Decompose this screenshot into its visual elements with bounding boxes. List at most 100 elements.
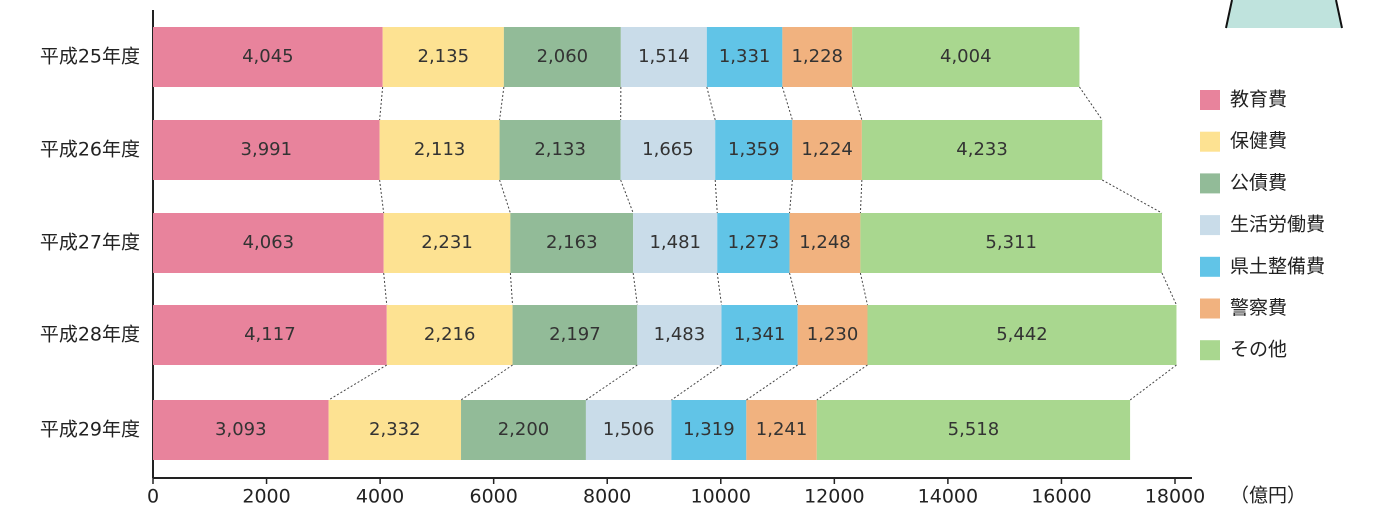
legend-label: 生活労働費 bbox=[1230, 214, 1325, 236]
connector bbox=[789, 179, 793, 214]
connector bbox=[746, 364, 798, 401]
x-tick-label: 8000 bbox=[583, 486, 631, 508]
connector bbox=[816, 364, 868, 401]
value-label: 2,163 bbox=[546, 232, 598, 253]
value-label: 2,133 bbox=[534, 139, 586, 160]
legend-swatch bbox=[1200, 298, 1220, 319]
bar-segment bbox=[816, 400, 1131, 460]
legend-swatch bbox=[1200, 256, 1220, 277]
legend-swatch bbox=[1200, 215, 1220, 236]
bar-segment bbox=[153, 120, 380, 180]
bar-segment bbox=[512, 305, 638, 365]
bar-segment bbox=[153, 305, 387, 365]
bar-segment bbox=[379, 120, 500, 180]
legend-label: 保健費 bbox=[1230, 130, 1287, 152]
bar-segment bbox=[861, 120, 1103, 180]
connector bbox=[383, 272, 388, 306]
bar-segment bbox=[510, 213, 634, 273]
bar-segment bbox=[797, 305, 868, 365]
value-label: 2,197 bbox=[549, 324, 601, 345]
y-tick-label: 平成26年度 bbox=[40, 139, 140, 161]
value-label: 5,311 bbox=[985, 232, 1037, 253]
x-tick-label: 12000 bbox=[804, 486, 864, 508]
value-label: 3,093 bbox=[215, 419, 267, 440]
connector bbox=[509, 272, 514, 306]
y-tick-label: 平成25年度 bbox=[40, 46, 140, 68]
value-label: 2,113 bbox=[414, 139, 466, 160]
value-label: 2,060 bbox=[537, 46, 589, 67]
x-tick-label: 4000 bbox=[356, 486, 404, 508]
connector bbox=[1079, 86, 1103, 121]
x-axis-unit: （億円） bbox=[1230, 485, 1306, 507]
value-label: 1,665 bbox=[642, 139, 694, 160]
bar-segment bbox=[153, 27, 383, 87]
x-tick-label: 2000 bbox=[242, 486, 290, 508]
value-label: 2,231 bbox=[421, 232, 473, 253]
value-label: 1,224 bbox=[801, 139, 853, 160]
connector bbox=[460, 364, 513, 401]
connector bbox=[499, 86, 505, 121]
bar-segment bbox=[153, 400, 329, 460]
connector bbox=[716, 272, 723, 306]
value-label: 1,359 bbox=[728, 139, 780, 160]
bar-segment bbox=[671, 400, 747, 460]
value-label: 2,200 bbox=[498, 419, 550, 440]
bar-segment bbox=[153, 213, 384, 273]
value-label: 4,117 bbox=[244, 324, 296, 345]
value-label: 5,442 bbox=[996, 324, 1048, 345]
bar-segment bbox=[503, 27, 621, 87]
bar-segment bbox=[792, 120, 862, 180]
value-label: 2,216 bbox=[424, 324, 476, 345]
value-label: 2,135 bbox=[418, 46, 470, 67]
value-label: 4,004 bbox=[940, 46, 992, 67]
connector bbox=[714, 179, 718, 214]
connector bbox=[1129, 364, 1177, 401]
bar-segment bbox=[717, 213, 790, 273]
bar-segment bbox=[620, 120, 716, 180]
bar-segment bbox=[386, 305, 513, 365]
connector bbox=[328, 364, 388, 401]
x-tick-label: 18000 bbox=[1145, 486, 1205, 508]
value-label: 4,233 bbox=[956, 139, 1008, 160]
connector bbox=[851, 86, 863, 121]
bar-segment bbox=[852, 27, 1080, 87]
connector bbox=[1101, 179, 1163, 214]
value-label: 4,063 bbox=[243, 232, 295, 253]
legend-swatch bbox=[1200, 90, 1220, 110]
bar-segment bbox=[461, 400, 586, 460]
connector bbox=[706, 86, 716, 121]
connector bbox=[632, 272, 638, 306]
bar-segment bbox=[746, 400, 817, 460]
bar-segment bbox=[585, 400, 672, 460]
value-label: 5,518 bbox=[948, 419, 1000, 440]
y-tick-label: 平成29年度 bbox=[40, 419, 140, 441]
connector bbox=[859, 179, 863, 214]
value-label: 1,228 bbox=[791, 46, 843, 67]
bar-segment bbox=[637, 305, 722, 365]
y-tick-label: 平成27年度 bbox=[40, 232, 140, 254]
connector bbox=[859, 272, 868, 306]
y-tick-label: 平成28年度 bbox=[40, 324, 140, 346]
value-label: 3,991 bbox=[241, 139, 293, 160]
value-label: 1,331 bbox=[719, 46, 771, 67]
value-label: 1,273 bbox=[728, 232, 780, 253]
bar-segment bbox=[721, 305, 798, 365]
value-label: 1,506 bbox=[603, 419, 655, 440]
connector bbox=[671, 364, 722, 401]
x-tick-label: 16000 bbox=[1031, 486, 1091, 508]
bar-segment bbox=[867, 305, 1177, 365]
x-tick-label: 6000 bbox=[469, 486, 517, 508]
bar-segment bbox=[782, 27, 853, 87]
bar-segment bbox=[715, 120, 793, 180]
x-tick-label: 0 bbox=[147, 486, 159, 508]
x-tick-label: 10000 bbox=[691, 486, 751, 508]
legend-swatch bbox=[1200, 173, 1220, 194]
value-label: 1,481 bbox=[649, 232, 701, 253]
legend-label: その他 bbox=[1230, 339, 1287, 361]
bar-segment bbox=[860, 213, 1162, 273]
bar-segment bbox=[706, 27, 783, 87]
value-label: 2,332 bbox=[369, 419, 421, 440]
value-label: 1,341 bbox=[734, 324, 786, 345]
